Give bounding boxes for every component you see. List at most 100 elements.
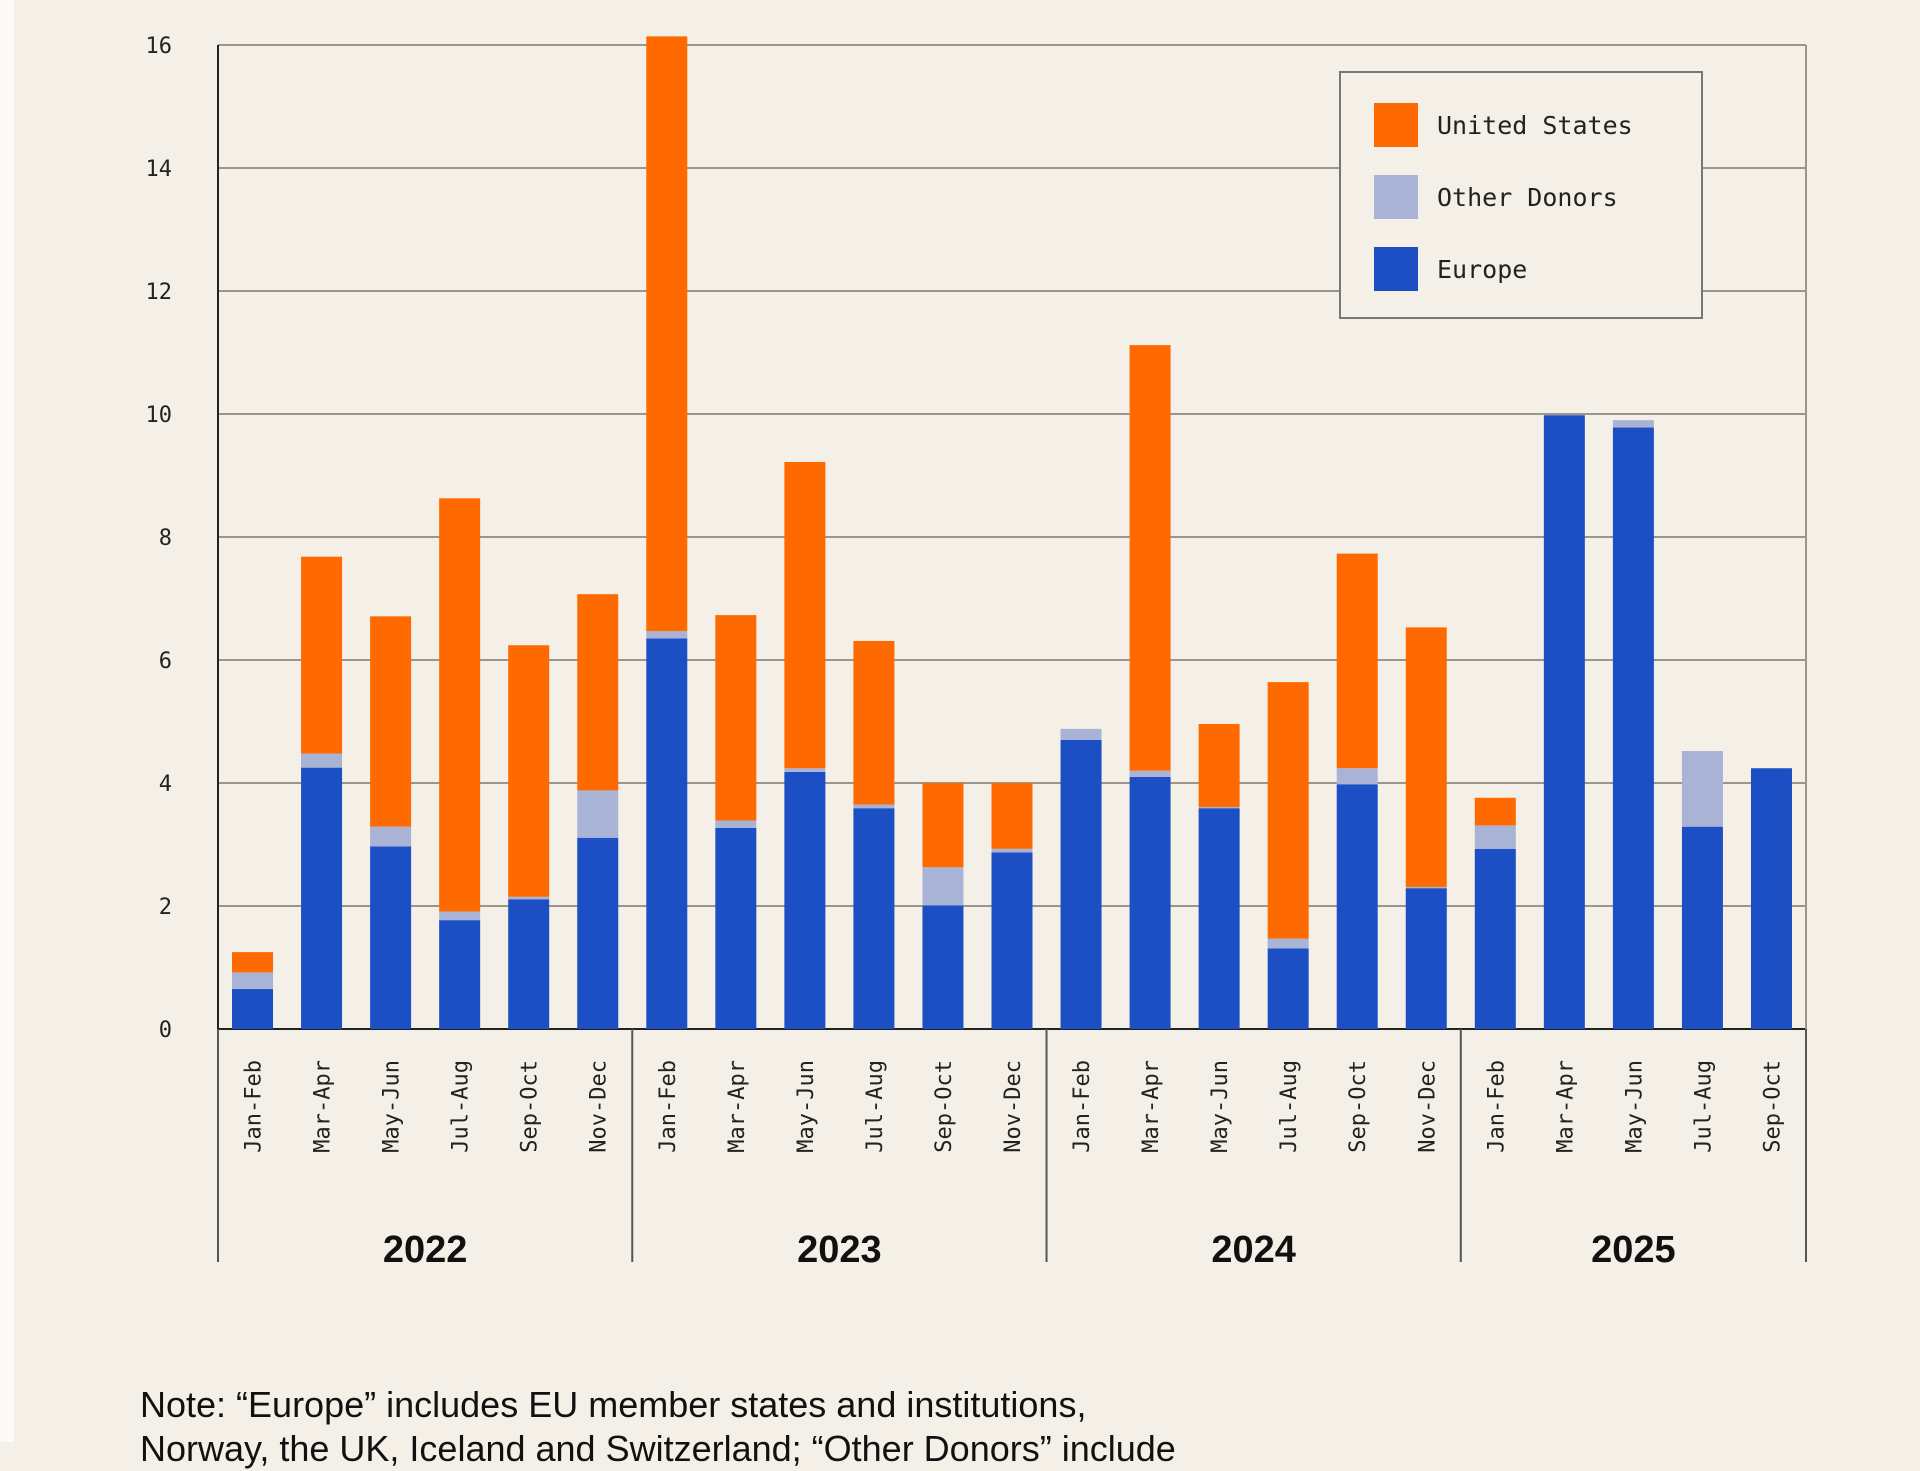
bar-europe xyxy=(1681,826,1723,1029)
bar-united-states xyxy=(577,594,619,791)
bar-europe xyxy=(784,771,826,1029)
legend-label: United States xyxy=(1437,111,1633,140)
x-tick-label: Mar-Apr xyxy=(1553,1060,1578,1153)
bar-europe xyxy=(922,905,964,1029)
bar-other-donors xyxy=(1267,938,1309,949)
bar-europe xyxy=(1750,768,1792,1029)
bar-europe xyxy=(1267,948,1309,1029)
note-line-1: Note: “Europe” includes EU member states… xyxy=(140,1384,1087,1425)
bar-united-states xyxy=(301,556,343,754)
bar-united-states xyxy=(1405,627,1447,887)
bar-europe xyxy=(1129,776,1171,1029)
note-line-2: Norway, the UK, Iceland and Switzerland;… xyxy=(140,1428,1176,1469)
year-label: 2023 xyxy=(797,1229,882,1271)
bar-europe xyxy=(439,920,481,1029)
bar-europe xyxy=(646,638,688,1029)
bar-united-states xyxy=(1129,345,1171,771)
bar-europe xyxy=(1543,415,1585,1030)
x-tick-label: Mar-Apr xyxy=(725,1060,750,1153)
y-tick-label: 8 xyxy=(159,526,172,551)
x-tick-label: Sep-Oct xyxy=(1760,1060,1785,1153)
bar-europe xyxy=(1474,848,1516,1029)
x-tick-label: Jan-Feb xyxy=(1484,1060,1509,1153)
x-tick-label: Jan-Feb xyxy=(1070,1060,1095,1153)
year-label: 2022 xyxy=(383,1229,468,1271)
bar-europe xyxy=(508,899,550,1029)
bar-united-states xyxy=(922,783,964,868)
bar-europe xyxy=(853,808,895,1029)
x-tick-label: Mar-Apr xyxy=(311,1060,336,1153)
bar-united-states xyxy=(853,640,895,805)
x-tick-label: Nov-Dec xyxy=(587,1060,612,1153)
x-tick-label: Jan-Feb xyxy=(656,1060,681,1153)
year-label: 2025 xyxy=(1591,1229,1676,1271)
bar-united-states xyxy=(1336,553,1378,769)
legend-swatch xyxy=(1374,175,1418,219)
bar-united-states xyxy=(1474,797,1516,826)
x-tick-label: May-Jun xyxy=(1622,1060,1647,1153)
x-tick-label: Jan-Feb xyxy=(242,1060,267,1153)
x-tick-label: May-Jun xyxy=(794,1060,819,1153)
bar-other-donors xyxy=(232,972,274,990)
y-tick-label: 6 xyxy=(159,649,172,674)
bar-other-donors xyxy=(1612,420,1654,428)
bar-united-states xyxy=(232,952,274,973)
bar-other-donors xyxy=(1198,806,1240,809)
x-tick-label: Jul-Aug xyxy=(1277,1060,1302,1153)
x-tick-label: Sep-Oct xyxy=(1346,1060,1371,1153)
x-tick-label: Jul-Aug xyxy=(863,1060,888,1153)
bar-other-donors xyxy=(1060,728,1102,740)
chart-note: Note: “Europe” includes EU member states… xyxy=(140,1383,1176,1471)
legend-swatch xyxy=(1374,247,1418,291)
x-tick-label: Sep-Oct xyxy=(932,1060,957,1153)
x-tick-label: Jul-Aug xyxy=(1691,1060,1716,1153)
y-tick-label: 12 xyxy=(146,280,173,305)
bar-united-states xyxy=(991,783,1033,849)
x-tick-label: Sep-Oct xyxy=(518,1060,543,1153)
y-tick-label: 0 xyxy=(159,1018,172,1043)
legend-label: Other Donors xyxy=(1437,183,1618,212)
legend-label: Europe xyxy=(1437,255,1527,284)
bar-other-donors xyxy=(991,848,1033,853)
bar-europe xyxy=(1336,784,1378,1029)
bar-other-donors xyxy=(508,896,550,900)
bar-united-states xyxy=(439,498,481,912)
bar-other-donors xyxy=(1474,825,1516,849)
x-tick-label: Mar-Apr xyxy=(1139,1060,1164,1153)
bar-other-donors xyxy=(922,867,964,906)
y-tick-label: 4 xyxy=(159,772,172,797)
bar-united-states xyxy=(1198,723,1240,807)
bar-other-donors xyxy=(853,804,895,809)
bar-europe xyxy=(577,837,619,1029)
y-tick-label: 16 xyxy=(146,34,173,59)
bar-other-donors xyxy=(370,826,412,847)
y-tick-label: 2 xyxy=(159,895,172,920)
bar-europe xyxy=(1198,808,1240,1029)
year-label: 2024 xyxy=(1211,1229,1296,1271)
bar-other-donors xyxy=(1681,751,1723,827)
bar-other-donors xyxy=(577,790,619,838)
bar-other-donors xyxy=(646,631,688,639)
bar-other-donors xyxy=(1129,770,1171,777)
bar-europe xyxy=(1060,739,1102,1029)
bar-europe xyxy=(1612,427,1654,1029)
bar-europe xyxy=(301,767,343,1029)
bar-europe xyxy=(1405,888,1447,1029)
bar-other-donors xyxy=(1405,886,1447,889)
x-tick-label: May-Jun xyxy=(1208,1060,1233,1153)
bar-united-states xyxy=(784,461,826,769)
bar-other-donors xyxy=(1336,768,1378,785)
bar-united-states xyxy=(1267,682,1309,939)
legend-swatch xyxy=(1374,103,1418,147)
bar-europe xyxy=(370,846,412,1029)
bar-europe xyxy=(715,827,757,1029)
x-tick-label: Nov-Dec xyxy=(1415,1060,1440,1153)
bar-other-donors xyxy=(439,911,481,921)
y-tick-label: 10 xyxy=(146,403,173,428)
bar-other-donors xyxy=(301,753,343,768)
bar-united-states xyxy=(715,615,757,821)
bar-europe xyxy=(991,852,1033,1029)
x-tick-label: Jul-Aug xyxy=(449,1060,474,1153)
bar-other-donors xyxy=(715,820,757,828)
